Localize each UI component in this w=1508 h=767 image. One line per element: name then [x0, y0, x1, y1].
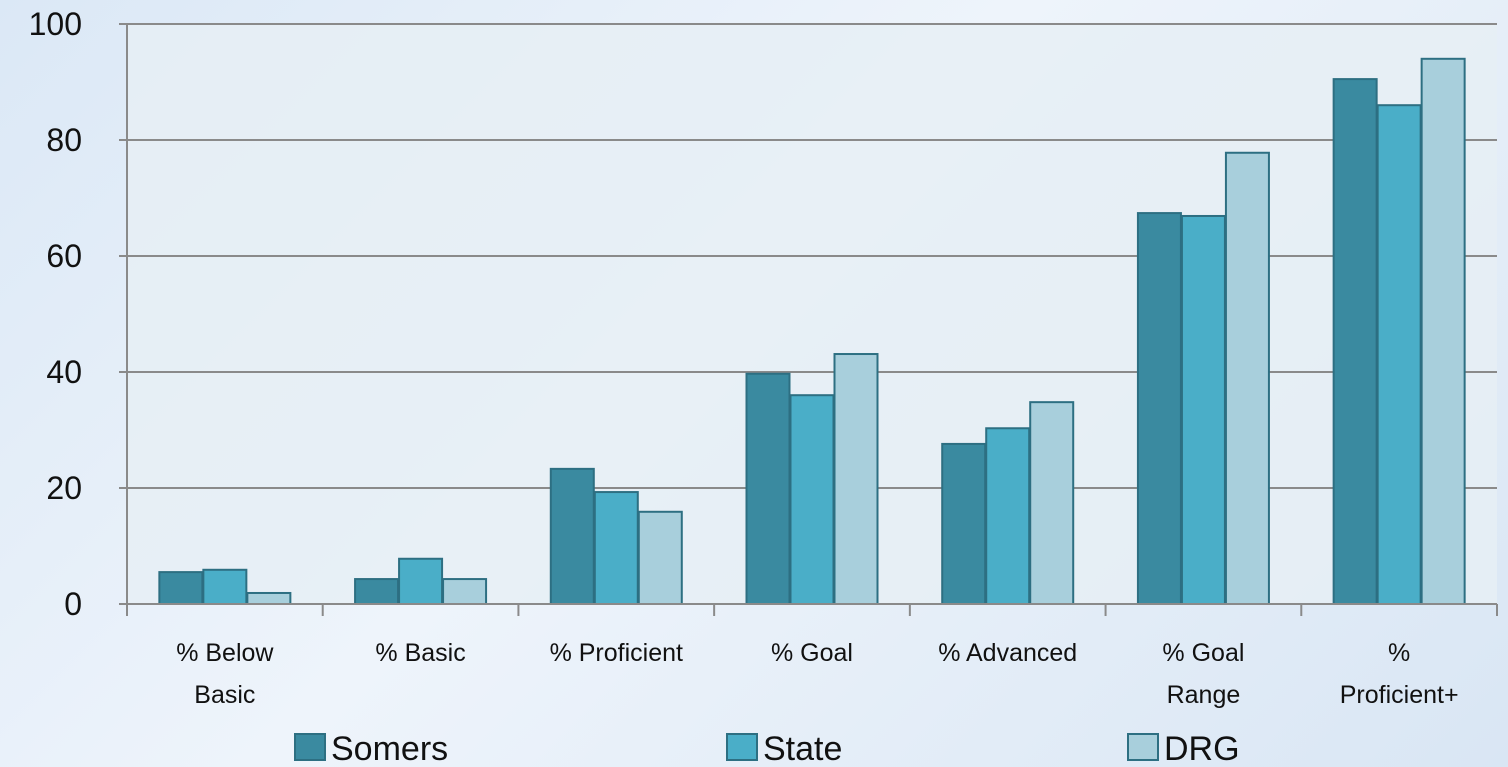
bar: [985, 427, 1031, 606]
y-tick-label: 20: [46, 470, 82, 506]
x-tick-label: % Advanced: [938, 639, 1078, 667]
bar: [549, 467, 595, 605]
bar: [1180, 214, 1226, 605]
bar: [398, 557, 444, 606]
bar: [1420, 57, 1466, 606]
bar: [1332, 78, 1378, 606]
y-tick-label: 0: [64, 586, 82, 622]
legend-label: DRG: [1164, 730, 1240, 767]
bar: [202, 568, 248, 606]
x-tick-label: % Goal Range: [1162, 639, 1245, 709]
bar: [941, 442, 987, 606]
bar: [745, 372, 791, 605]
bar: [158, 571, 204, 605]
legend-swatch: [1127, 733, 1159, 761]
y-tick-label: 100: [29, 6, 82, 42]
bar: [246, 591, 292, 605]
legend-swatch: [726, 733, 758, 761]
y-tick-label: 40: [46, 354, 82, 390]
bar: [442, 578, 488, 605]
bar: [789, 394, 835, 606]
bar: [593, 491, 639, 605]
bar: [354, 578, 400, 605]
bar: [1376, 104, 1422, 605]
x-tick-label: % Basic: [375, 639, 466, 667]
bar: [637, 510, 683, 605]
y-tick-label: 80: [46, 122, 82, 158]
legend-swatch: [294, 733, 326, 761]
legend-label: Somers: [331, 730, 448, 767]
x-tick-label: % Below Basic: [176, 639, 274, 709]
bar: [1224, 151, 1270, 605]
bar: [1029, 401, 1075, 605]
bar: [833, 353, 879, 605]
x-tick-label: % Goal: [771, 639, 853, 667]
bar: [1136, 212, 1182, 606]
x-tick-label: % Proficient: [549, 639, 683, 667]
y-tick-label: 60: [46, 238, 82, 274]
legend-label: State: [763, 730, 842, 767]
x-tick-label: % Proficient+: [1339, 639, 1459, 709]
